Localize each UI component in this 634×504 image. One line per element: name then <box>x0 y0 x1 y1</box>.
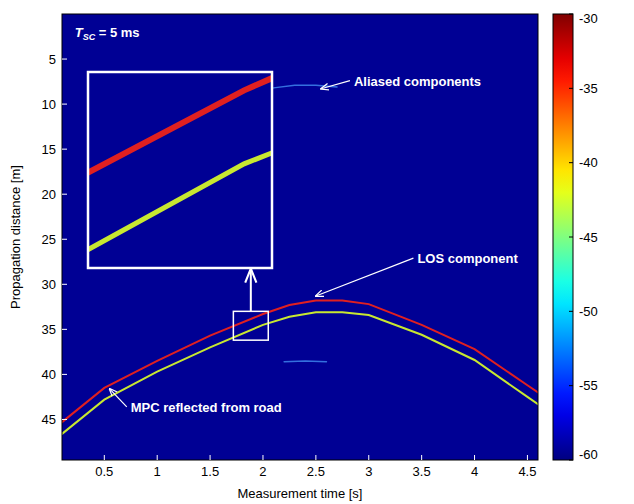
parameter-label: TSC = 5 ms <box>75 25 140 42</box>
y-tick <box>62 239 67 240</box>
annotation-label: Aliased components <box>354 74 481 89</box>
colorbar-tick <box>569 385 573 386</box>
plot-background <box>62 14 538 460</box>
colorbar-tick-label: -30 <box>579 11 598 26</box>
x-tick-label: 3 <box>365 464 372 479</box>
colorbar <box>553 14 573 460</box>
y-tick <box>62 59 67 60</box>
zoom-arrow <box>250 270 252 311</box>
x-tick-label: 1.5 <box>201 464 219 479</box>
series-line <box>284 360 326 362</box>
chart: 0.5 1 1.5 2 2.5 3 3.5 4 4.5 5 10 15 20 25 30 35 40 45 Meas… <box>0 0 634 504</box>
y-tick-label: 30 <box>42 277 56 292</box>
plot-frame <box>62 14 538 460</box>
colorbar-tick <box>569 237 573 238</box>
x-tick-label: 2 <box>259 464 266 479</box>
annotation-arrow <box>110 389 127 407</box>
x-tick <box>474 455 475 460</box>
x-tick-label: 1 <box>154 464 161 479</box>
colorbar-tick <box>569 311 573 312</box>
inset-background <box>88 72 272 268</box>
y-tick <box>62 284 67 285</box>
inset-series-line <box>88 72 272 268</box>
x-tick-label: 0.5 <box>95 464 113 479</box>
x-tick-label: 3.5 <box>413 464 431 479</box>
x-tick <box>157 455 158 460</box>
y-tick <box>62 329 67 330</box>
y-tick-label: 5 <box>49 52 56 67</box>
x-tick <box>421 455 422 460</box>
y-tick-label: 15 <box>42 142 56 157</box>
colorbar-tick-label: -60 <box>579 447 598 462</box>
inset-data-layer <box>88 72 272 268</box>
annotation-label: MPC reflected from road <box>131 400 282 415</box>
x-tick-label: 4.5 <box>518 464 536 479</box>
series-line <box>62 301 538 423</box>
y-tick <box>62 419 67 420</box>
y-tick-label: 25 <box>42 232 56 247</box>
y-tick <box>62 374 67 375</box>
y-tick-label: 35 <box>42 322 56 337</box>
colorbar-tick-label: -40 <box>579 155 598 170</box>
y-tick <box>62 149 67 150</box>
x-tick <box>210 455 211 460</box>
colorbar-tick <box>569 14 573 15</box>
colorbar-tick <box>569 162 573 163</box>
y-tick-label: 45 <box>42 412 56 427</box>
y-tick <box>62 104 67 105</box>
colorbar-tick-label: -45 <box>579 230 598 245</box>
series-line <box>62 312 538 434</box>
annotation-arrow <box>316 258 414 296</box>
annotation-arrow <box>321 81 350 89</box>
inset-frame <box>88 72 272 268</box>
y-tick-label: 10 <box>42 97 56 112</box>
y-tick <box>62 194 67 195</box>
colorbar-tick <box>569 460 573 461</box>
annotation-label: LOS component <box>417 251 518 266</box>
y-tick-label: 40 <box>42 367 56 382</box>
x-tick <box>104 455 105 460</box>
x-axis-title: Measurement time [s] <box>238 486 363 501</box>
parameter-value: = 5 ms <box>95 25 139 40</box>
zoom-box <box>233 311 268 340</box>
y-axis-title: Propagation distance [m] <box>8 165 23 309</box>
y-tick-label: 20 <box>42 187 56 202</box>
x-tick <box>368 455 369 460</box>
x-tick-label: 4 <box>471 464 478 479</box>
colorbar-tick-label: -35 <box>579 81 598 96</box>
x-tick <box>527 455 528 460</box>
x-tick <box>315 455 316 460</box>
x-tick <box>262 455 263 460</box>
colorbar-tick <box>569 88 573 89</box>
inset-series-line <box>88 78 272 268</box>
parameter-subscript: SC <box>83 32 96 42</box>
colorbar-tick-label: -50 <box>579 304 598 319</box>
x-tick-label: 2.5 <box>307 464 325 479</box>
colorbar-tick-label: -55 <box>579 378 598 393</box>
